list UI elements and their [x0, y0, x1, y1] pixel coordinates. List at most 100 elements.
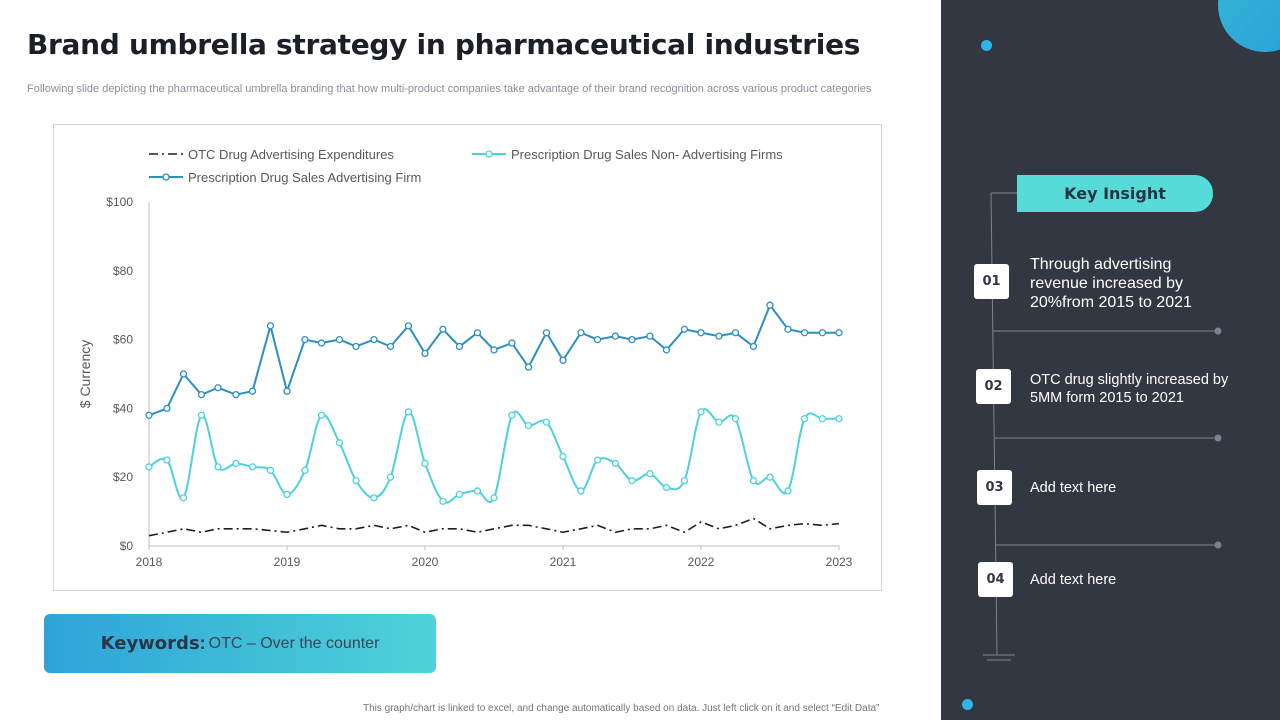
- data-point: [508, 411, 516, 419]
- data-point: [542, 418, 551, 426]
- data-point: [404, 408, 413, 416]
- data-point: [715, 332, 723, 340]
- insight-text: Through advertising revenue increased by…: [1030, 256, 1192, 311]
- data-point: [559, 452, 567, 461]
- data-point: [386, 473, 395, 481]
- data-point: [593, 335, 602, 344]
- data-point: [490, 494, 498, 502]
- legend-marker: [485, 150, 493, 158]
- data-point: [784, 487, 792, 495]
- data-point: [232, 390, 240, 399]
- data-point: [473, 487, 482, 495]
- data-point: [818, 329, 827, 337]
- data-point: [145, 411, 153, 419]
- data-point: [214, 384, 222, 392]
- x-tick-label: 2021: [550, 555, 577, 569]
- data-point: [524, 363, 533, 371]
- data-point: [524, 421, 533, 430]
- data-point: [266, 466, 275, 474]
- data-point: [662, 346, 671, 354]
- data-point: [697, 408, 705, 416]
- data-point: [473, 329, 482, 337]
- data-point: [317, 411, 326, 419]
- insight-sidebar: Key Insight 01 Through advertising reven…: [941, 0, 1280, 720]
- data-point: [301, 466, 309, 474]
- series-line: [148, 517, 840, 537]
- insight-number-badge: 02: [976, 369, 1011, 404]
- legend-label: Prescription Drug Sales Advertising Firm: [188, 170, 421, 185]
- y-tick-label: $60: [113, 333, 133, 347]
- keywords-value: OTC – Over the counter: [208, 634, 380, 652]
- data-point: [818, 415, 827, 423]
- line-chart[interactable]: $0 $20 $40 $60 $80 $100 2018 2019 2020 2021 2022 20…: [53, 124, 882, 591]
- data-point: [386, 342, 395, 351]
- keywords-colon: :: [199, 633, 206, 653]
- keywords-box: Keywords : OTC – Over the counter: [44, 614, 436, 673]
- data-point: [835, 329, 843, 337]
- data-point: [455, 342, 464, 351]
- data-point: [800, 415, 809, 423]
- data-point: [179, 370, 188, 378]
- data-point: [559, 356, 567, 364]
- data-point: [593, 456, 602, 464]
- data-point: [232, 459, 240, 468]
- chart-canvas: $0 $20 $40 $60 $80 $100 2018 2019 2020 2021 2022 20…: [77, 147, 853, 569]
- data-point: [283, 387, 291, 395]
- data-point: [766, 473, 774, 481]
- data-point: [646, 470, 654, 478]
- data-point: [646, 332, 654, 340]
- x-tick-label: 2020: [412, 555, 439, 569]
- x-tick-label: 2022: [688, 555, 715, 569]
- x-tick-label: 2023: [826, 555, 853, 569]
- data-point: [335, 439, 344, 447]
- timeline-lines: [983, 192, 1222, 661]
- data-point: [611, 459, 620, 468]
- data-point: [611, 332, 620, 340]
- data-point: [421, 349, 429, 358]
- legend-label: OTC Drug Advertising Expenditures: [188, 147, 394, 162]
- keywords-label: Keywords: [100, 633, 200, 654]
- data-point: [628, 335, 636, 344]
- data-point: [662, 483, 671, 492]
- insight-number-badge: 01: [974, 264, 1009, 299]
- data-point: [163, 456, 171, 464]
- series-line: [148, 303, 839, 417]
- y-axis-label: $ Currency: [77, 340, 93, 408]
- key-insight-heading: Key Insight: [1017, 175, 1213, 212]
- insight-text: Add text here: [1030, 480, 1117, 496]
- x-tick-label: 2019: [274, 555, 301, 569]
- data-point: [490, 346, 498, 354]
- insight-number-badge: 03: [977, 470, 1012, 505]
- data-point: [145, 463, 153, 471]
- data-point: [835, 415, 843, 423]
- data-point: [335, 335, 344, 344]
- data-point: [508, 339, 516, 347]
- legend-marker: [162, 173, 170, 181]
- data-point: [784, 325, 792, 333]
- data-point: [731, 329, 740, 337]
- x-tick-label: 2018: [136, 555, 163, 569]
- data-point: [680, 325, 689, 333]
- data-point: [370, 335, 378, 344]
- slide-subtitle: Following slide depicting the pharmaceut…: [27, 83, 872, 95]
- chart-footnote: This graph/chart is linked to excel, and…: [363, 703, 880, 714]
- data-point: [197, 390, 206, 399]
- data-point: [577, 329, 585, 337]
- data-point: [214, 463, 222, 471]
- data-point: [404, 322, 413, 330]
- decorative-dot: [981, 40, 992, 51]
- slide-title: Brand umbrella strategy in pharmaceutica…: [27, 28, 861, 61]
- series-line: [148, 408, 839, 504]
- data-point: [197, 411, 206, 419]
- data-point: [455, 490, 464, 499]
- data-point: [542, 329, 551, 337]
- y-tick-label: $80: [113, 264, 133, 278]
- data-point: [800, 329, 809, 337]
- data-point: [352, 342, 360, 351]
- data-point: [749, 476, 758, 485]
- data-point: [283, 490, 291, 499]
- data-point: [421, 459, 429, 468]
- data-point: [179, 494, 188, 502]
- data-point: [352, 476, 360, 485]
- insight-text: Add text here: [1030, 572, 1117, 588]
